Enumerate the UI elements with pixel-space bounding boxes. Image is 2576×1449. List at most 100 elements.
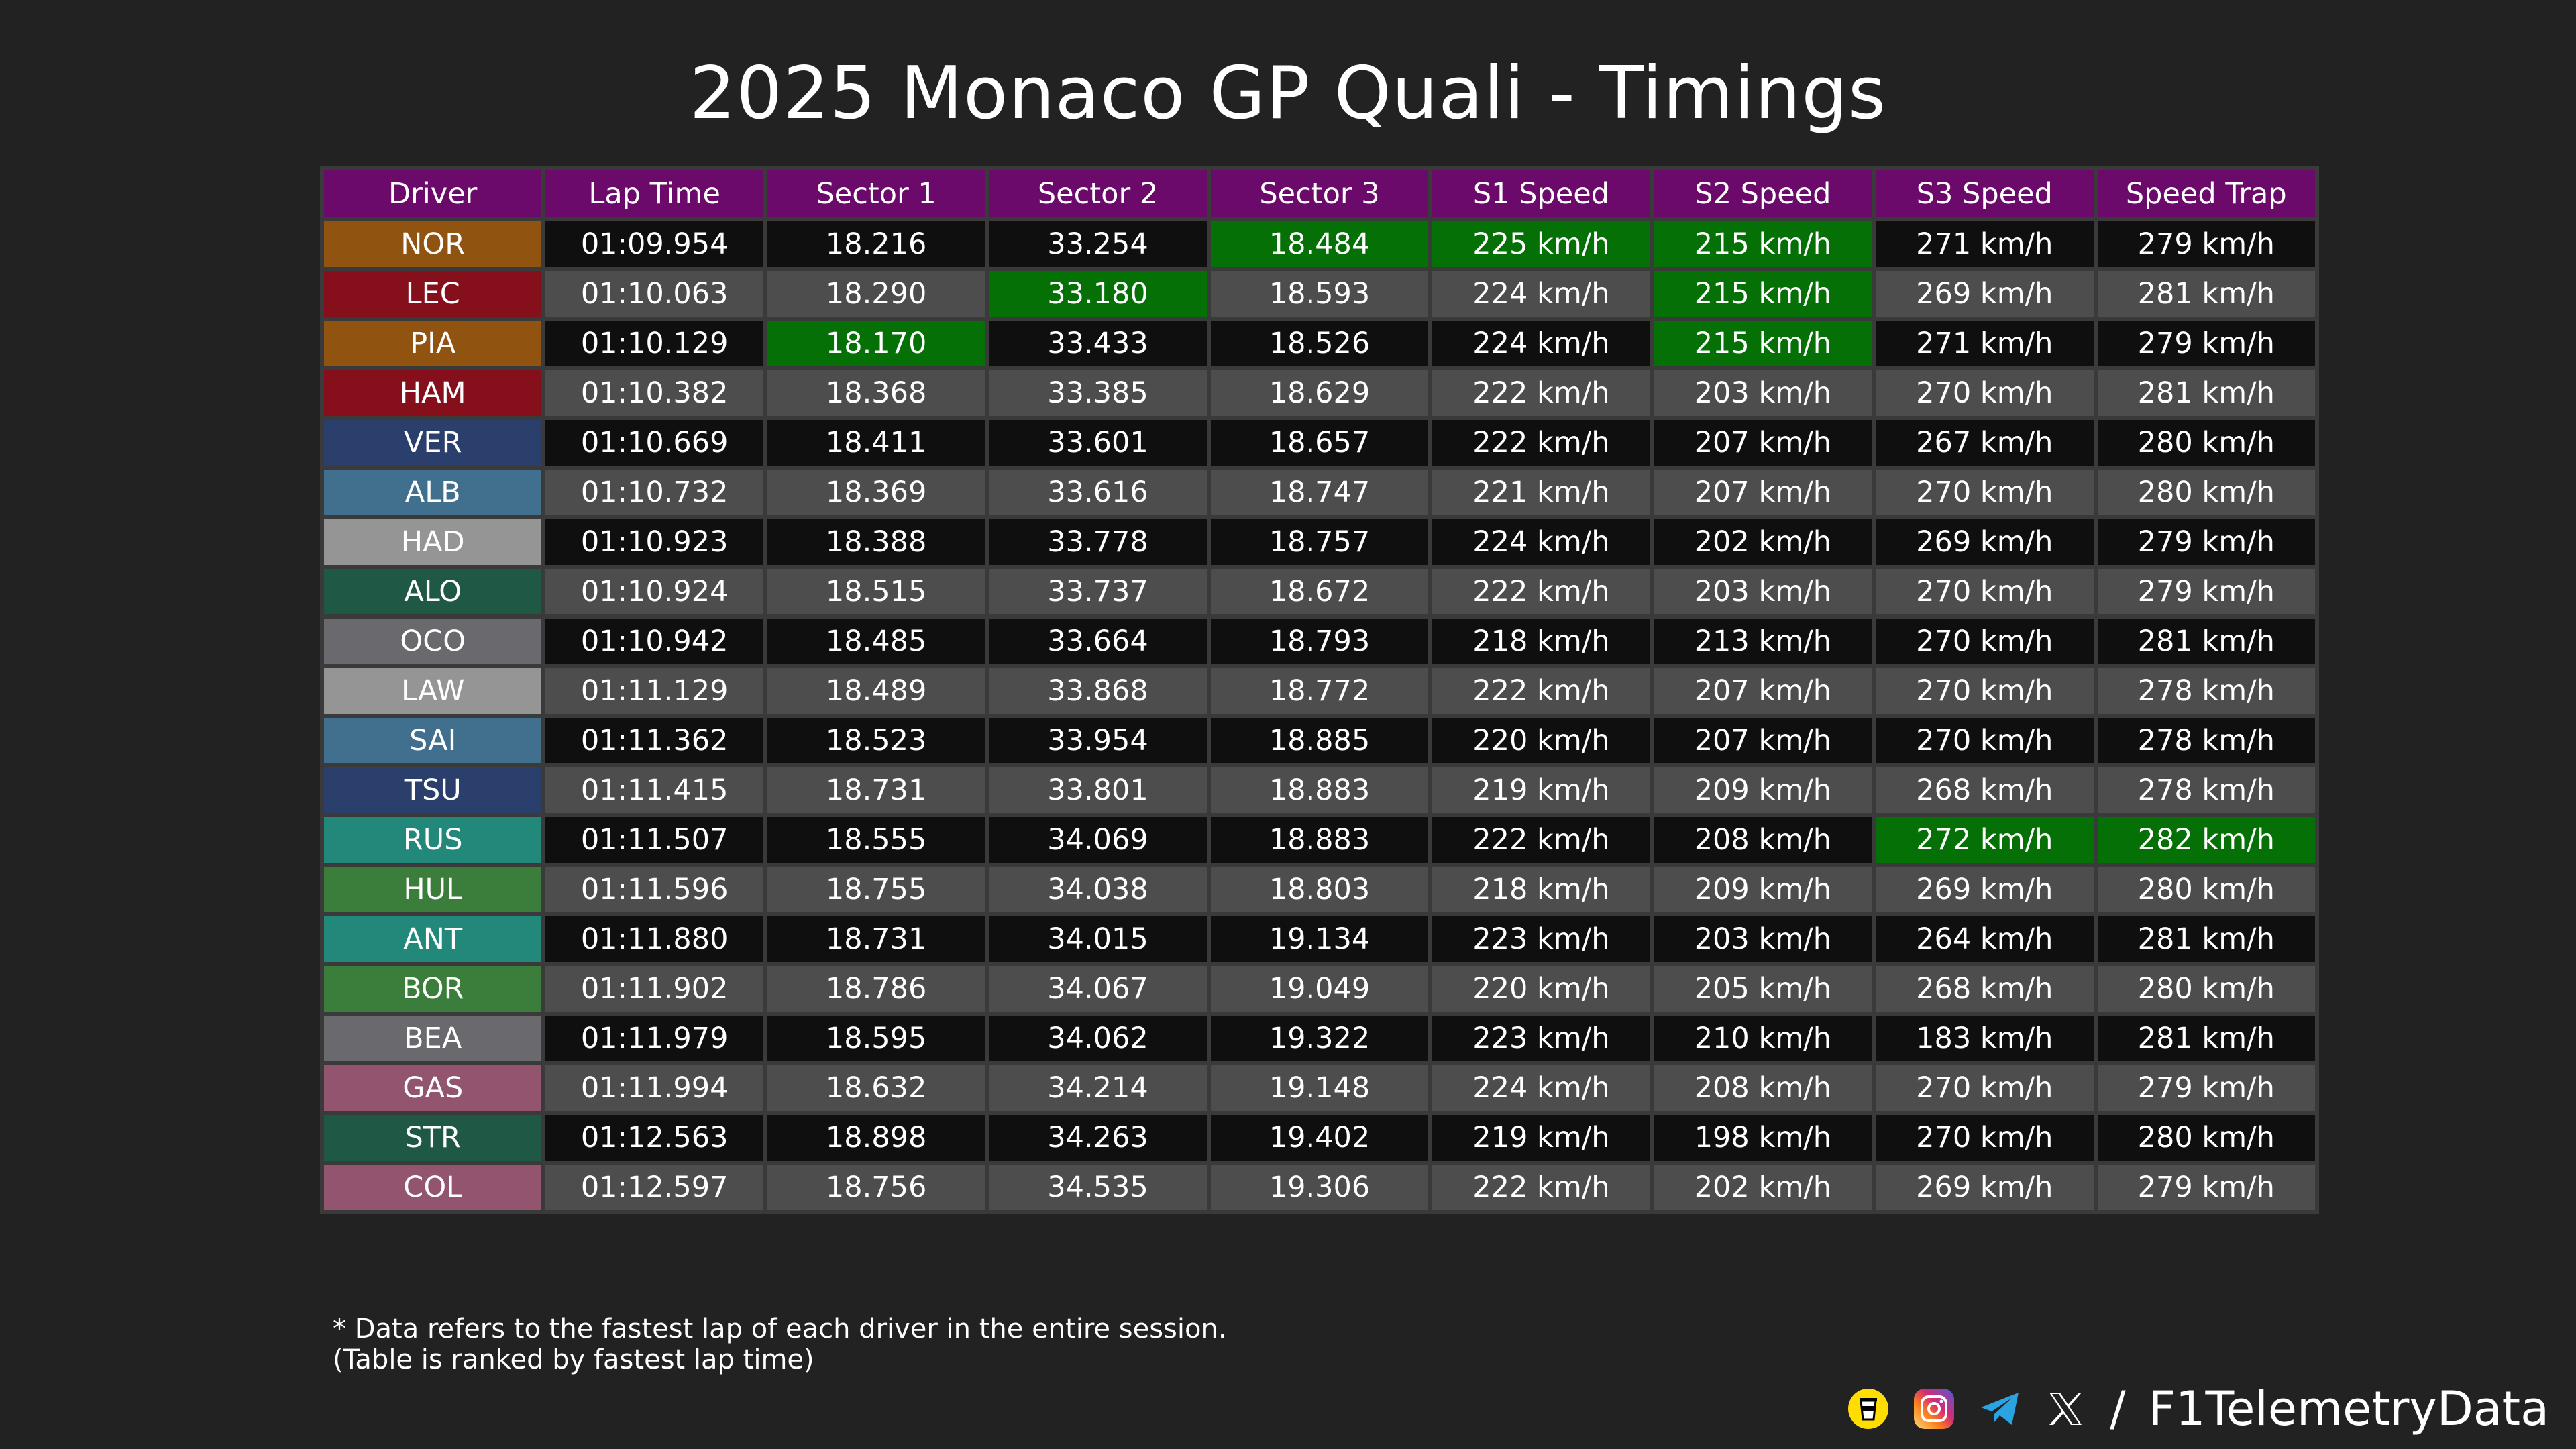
table-row: ALB 01:10.732 18.369 33.616 18.747 221 km/h 20… [324, 470, 2315, 515]
driver-cell: ALB [324, 470, 542, 515]
s1-speed-cell: 222 km/h [1432, 370, 1650, 416]
driver-cell: GAS [324, 1065, 542, 1111]
table-row: GAS 01:11.994 18.632 34.214 19.148 224 km/h 20… [324, 1065, 2315, 1111]
sector-3-cell: 18.629 [1210, 370, 1429, 416]
speed-trap-cell: 280 km/h [2097, 966, 2315, 1012]
sector-1-cell: 18.369 [767, 470, 985, 515]
sector-3-cell: 18.803 [1210, 867, 1429, 912]
s1-speed-cell: 225 km/h [1432, 221, 1650, 267]
sector-3-cell: 18.883 [1210, 817, 1429, 863]
table-body: NOR 01:09.954 18.216 33.254 18.484 225 km/h 21… [324, 221, 2315, 1210]
page-title: 2025 Monaco GP Quali - Timings [689, 52, 1887, 136]
footnote-line-2: (Table is ranked by fastest lap time) [333, 1344, 814, 1375]
sector-2-cell: 33.601 [989, 420, 1207, 466]
lap-time-cell: 01:11.129 [545, 668, 763, 714]
s2-speed-cell: 202 km/h [1654, 1165, 1872, 1210]
sector-1-cell: 18.731 [767, 767, 985, 813]
column-header-lap-time: Lap Time [545, 170, 763, 217]
sector-3-cell: 19.306 [1210, 1165, 1429, 1210]
s1-speed-cell: 222 km/h [1432, 420, 1650, 466]
x-icon[interactable] [2044, 1387, 2087, 1430]
column-header-driver: Driver [324, 170, 542, 217]
sector-2-cell: 34.038 [989, 867, 1207, 912]
speed-trap-cell: 279 km/h [2097, 519, 2315, 565]
s1-speed-cell: 224 km/h [1432, 519, 1650, 565]
column-header-s2-speed: S2 Speed [1654, 170, 1872, 217]
sector-1-cell: 18.786 [767, 966, 985, 1012]
lap-time-cell: 01:10.063 [545, 271, 763, 317]
s2-speed-cell: 207 km/h [1654, 420, 1872, 466]
s3-speed-cell: 269 km/h [1876, 867, 2094, 912]
speed-trap-cell: 281 km/h [2097, 619, 2315, 664]
lap-time-cell: 01:10.129 [545, 321, 763, 366]
driver-cell: HAD [324, 519, 542, 565]
sector-1-cell: 18.632 [767, 1065, 985, 1111]
lap-time-cell: 01:10.924 [545, 569, 763, 614]
s2-speed-cell: 203 km/h [1654, 370, 1872, 416]
s3-speed-cell: 270 km/h [1876, 619, 2094, 664]
sector-1-cell: 18.756 [767, 1165, 985, 1210]
lap-time-cell: 01:11.880 [545, 916, 763, 962]
lap-time-cell: 01:11.507 [545, 817, 763, 863]
s2-speed-cell: 203 km/h [1654, 916, 1872, 962]
s2-speed-cell: 208 km/h [1654, 1065, 1872, 1111]
s2-speed-cell: 209 km/h [1654, 767, 1872, 813]
sector-2-cell: 34.062 [989, 1016, 1207, 1061]
social-handle[interactable]: F1TelemetryData [2148, 1381, 2549, 1436]
sector-1-cell: 18.388 [767, 519, 985, 565]
sector-2-cell: 34.015 [989, 916, 1207, 962]
sector-1-cell: 18.216 [767, 221, 985, 267]
sector-2-cell: 33.254 [989, 221, 1207, 267]
s3-speed-cell: 268 km/h [1876, 767, 2094, 813]
s3-speed-cell: 271 km/h [1876, 221, 2094, 267]
sector-3-cell: 18.883 [1210, 767, 1429, 813]
sector-2-cell: 33.801 [989, 767, 1207, 813]
sector-1-cell: 18.523 [767, 718, 985, 763]
s2-speed-cell: 215 km/h [1654, 271, 1872, 317]
table-header-row: Driver Lap Time Sector 1 Sector 2 Sector 3 S1… [324, 170, 2315, 217]
driver-cell: VER [324, 420, 542, 466]
s3-speed-cell: 270 km/h [1876, 1065, 2094, 1111]
sector-3-cell: 18.657 [1210, 420, 1429, 466]
sector-1-cell: 18.595 [767, 1016, 985, 1061]
driver-cell: NOR [324, 221, 542, 267]
speed-trap-cell: 281 km/h [2097, 271, 2315, 317]
s3-speed-cell: 269 km/h [1876, 271, 2094, 317]
driver-cell: BOR [324, 966, 542, 1012]
speed-trap-cell: 281 km/h [2097, 1016, 2315, 1061]
buymeacoffee-icon[interactable] [1847, 1387, 1890, 1430]
sector-2-cell: 33.180 [989, 271, 1207, 317]
table-row: HAM 01:10.382 18.368 33.385 18.629 222 km/h 20… [324, 370, 2315, 416]
telegram-icon[interactable] [1978, 1387, 2021, 1430]
sector-3-cell: 19.148 [1210, 1065, 1429, 1111]
sector-2-cell: 33.778 [989, 519, 1207, 565]
s3-speed-cell: 270 km/h [1876, 569, 2094, 614]
sector-3-cell: 19.049 [1210, 966, 1429, 1012]
speed-trap-cell: 281 km/h [2097, 370, 2315, 416]
s3-speed-cell: 268 km/h [1876, 966, 2094, 1012]
sector-2-cell: 33.385 [989, 370, 1207, 416]
s1-speed-cell: 224 km/h [1432, 271, 1650, 317]
sector-2-cell: 33.616 [989, 470, 1207, 515]
s1-speed-cell: 219 km/h [1432, 1115, 1650, 1161]
s3-speed-cell: 270 km/h [1876, 370, 2094, 416]
instagram-icon[interactable] [1913, 1387, 1955, 1430]
s1-speed-cell: 223 km/h [1432, 1016, 1650, 1061]
s1-speed-cell: 220 km/h [1432, 966, 1650, 1012]
s2-speed-cell: 208 km/h [1654, 817, 1872, 863]
speed-trap-cell: 280 km/h [2097, 867, 2315, 912]
lap-time-cell: 01:10.942 [545, 619, 763, 664]
driver-cell: RUS [324, 817, 542, 863]
s2-speed-cell: 202 km/h [1654, 519, 1872, 565]
s1-speed-cell: 219 km/h [1432, 767, 1650, 813]
sector-1-cell: 18.489 [767, 668, 985, 714]
driver-cell: STR [324, 1115, 542, 1161]
table-row: ANT 01:11.880 18.731 34.015 19.134 223 km/h 20… [324, 916, 2315, 962]
table-row: OCO 01:10.942 18.485 33.664 18.793 218 km/h 21… [324, 619, 2315, 664]
s1-speed-cell: 222 km/h [1432, 817, 1650, 863]
s3-speed-cell: 272 km/h [1876, 817, 2094, 863]
sector-1-cell: 18.290 [767, 271, 985, 317]
s1-speed-cell: 218 km/h [1432, 867, 1650, 912]
footnote: * Data refers to the fastest lap of each… [333, 1313, 1227, 1375]
driver-cell: PIA [324, 321, 542, 366]
